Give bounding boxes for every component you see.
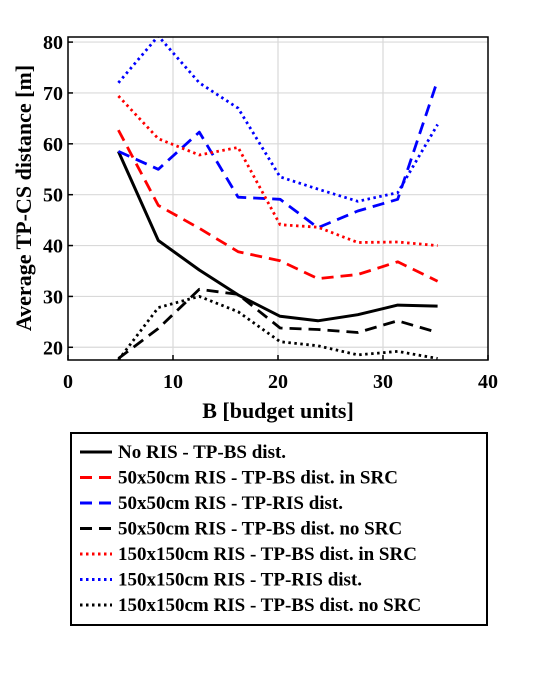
legend-label-6: 150x150cm RIS - TP-RIS dist. <box>118 570 362 591</box>
y-axis-label: Average TP-CS distance [m] <box>11 65 36 331</box>
legend-label-4: 50x50cm RIS - TP-BS dist. no SRC <box>118 519 402 540</box>
y-axis-ticks: 20 30 40 50 60 70 80 <box>43 32 73 359</box>
y-tick-label: 40 <box>43 236 63 258</box>
x-tick-label: 30 <box>373 371 393 393</box>
legend-label-5: 150x150cm RIS - TP-BS dist. in SRC <box>118 544 417 565</box>
legend-box <box>70 432 488 626</box>
series-line-3 <box>117 79 439 230</box>
series-line-5 <box>117 95 438 247</box>
y-tick-label: 30 <box>43 286 63 308</box>
y-tick-label: 70 <box>43 83 63 105</box>
series-line-7 <box>117 294 438 360</box>
x-axis-label: B [budget units] <box>202 398 354 423</box>
series-line-1 <box>117 150 438 323</box>
series-line-4 <box>117 287 438 360</box>
x-axis-ticks: 0 10 20 30 40 <box>63 355 498 393</box>
legend-label-7: 150x150cm RIS - TP-BS dist. no SRC <box>118 595 421 616</box>
series-layer <box>117 37 439 360</box>
y-tick-label: 20 <box>43 337 63 359</box>
legend-label-2: 50x50cm RIS - TP-BS dist. in SRC <box>118 468 398 489</box>
y-tick-label: 60 <box>43 134 63 156</box>
legend: No RIS - TP-BS dist. 50x50cm RIS - TP-BS … <box>70 432 488 626</box>
legend-label-3: 50x50cm RIS - TP-RIS dist. <box>118 493 343 514</box>
x-tick-label: 10 <box>163 371 183 393</box>
legend-label-1: No RIS - TP-BS dist. <box>118 442 286 463</box>
y-tick-label: 50 <box>43 185 63 207</box>
x-tick-label: 0 <box>63 371 73 393</box>
y-tick-label: 80 <box>43 32 63 54</box>
x-tick-label: 40 <box>478 371 498 393</box>
series-line-2 <box>117 129 439 283</box>
x-tick-label: 20 <box>268 371 288 393</box>
